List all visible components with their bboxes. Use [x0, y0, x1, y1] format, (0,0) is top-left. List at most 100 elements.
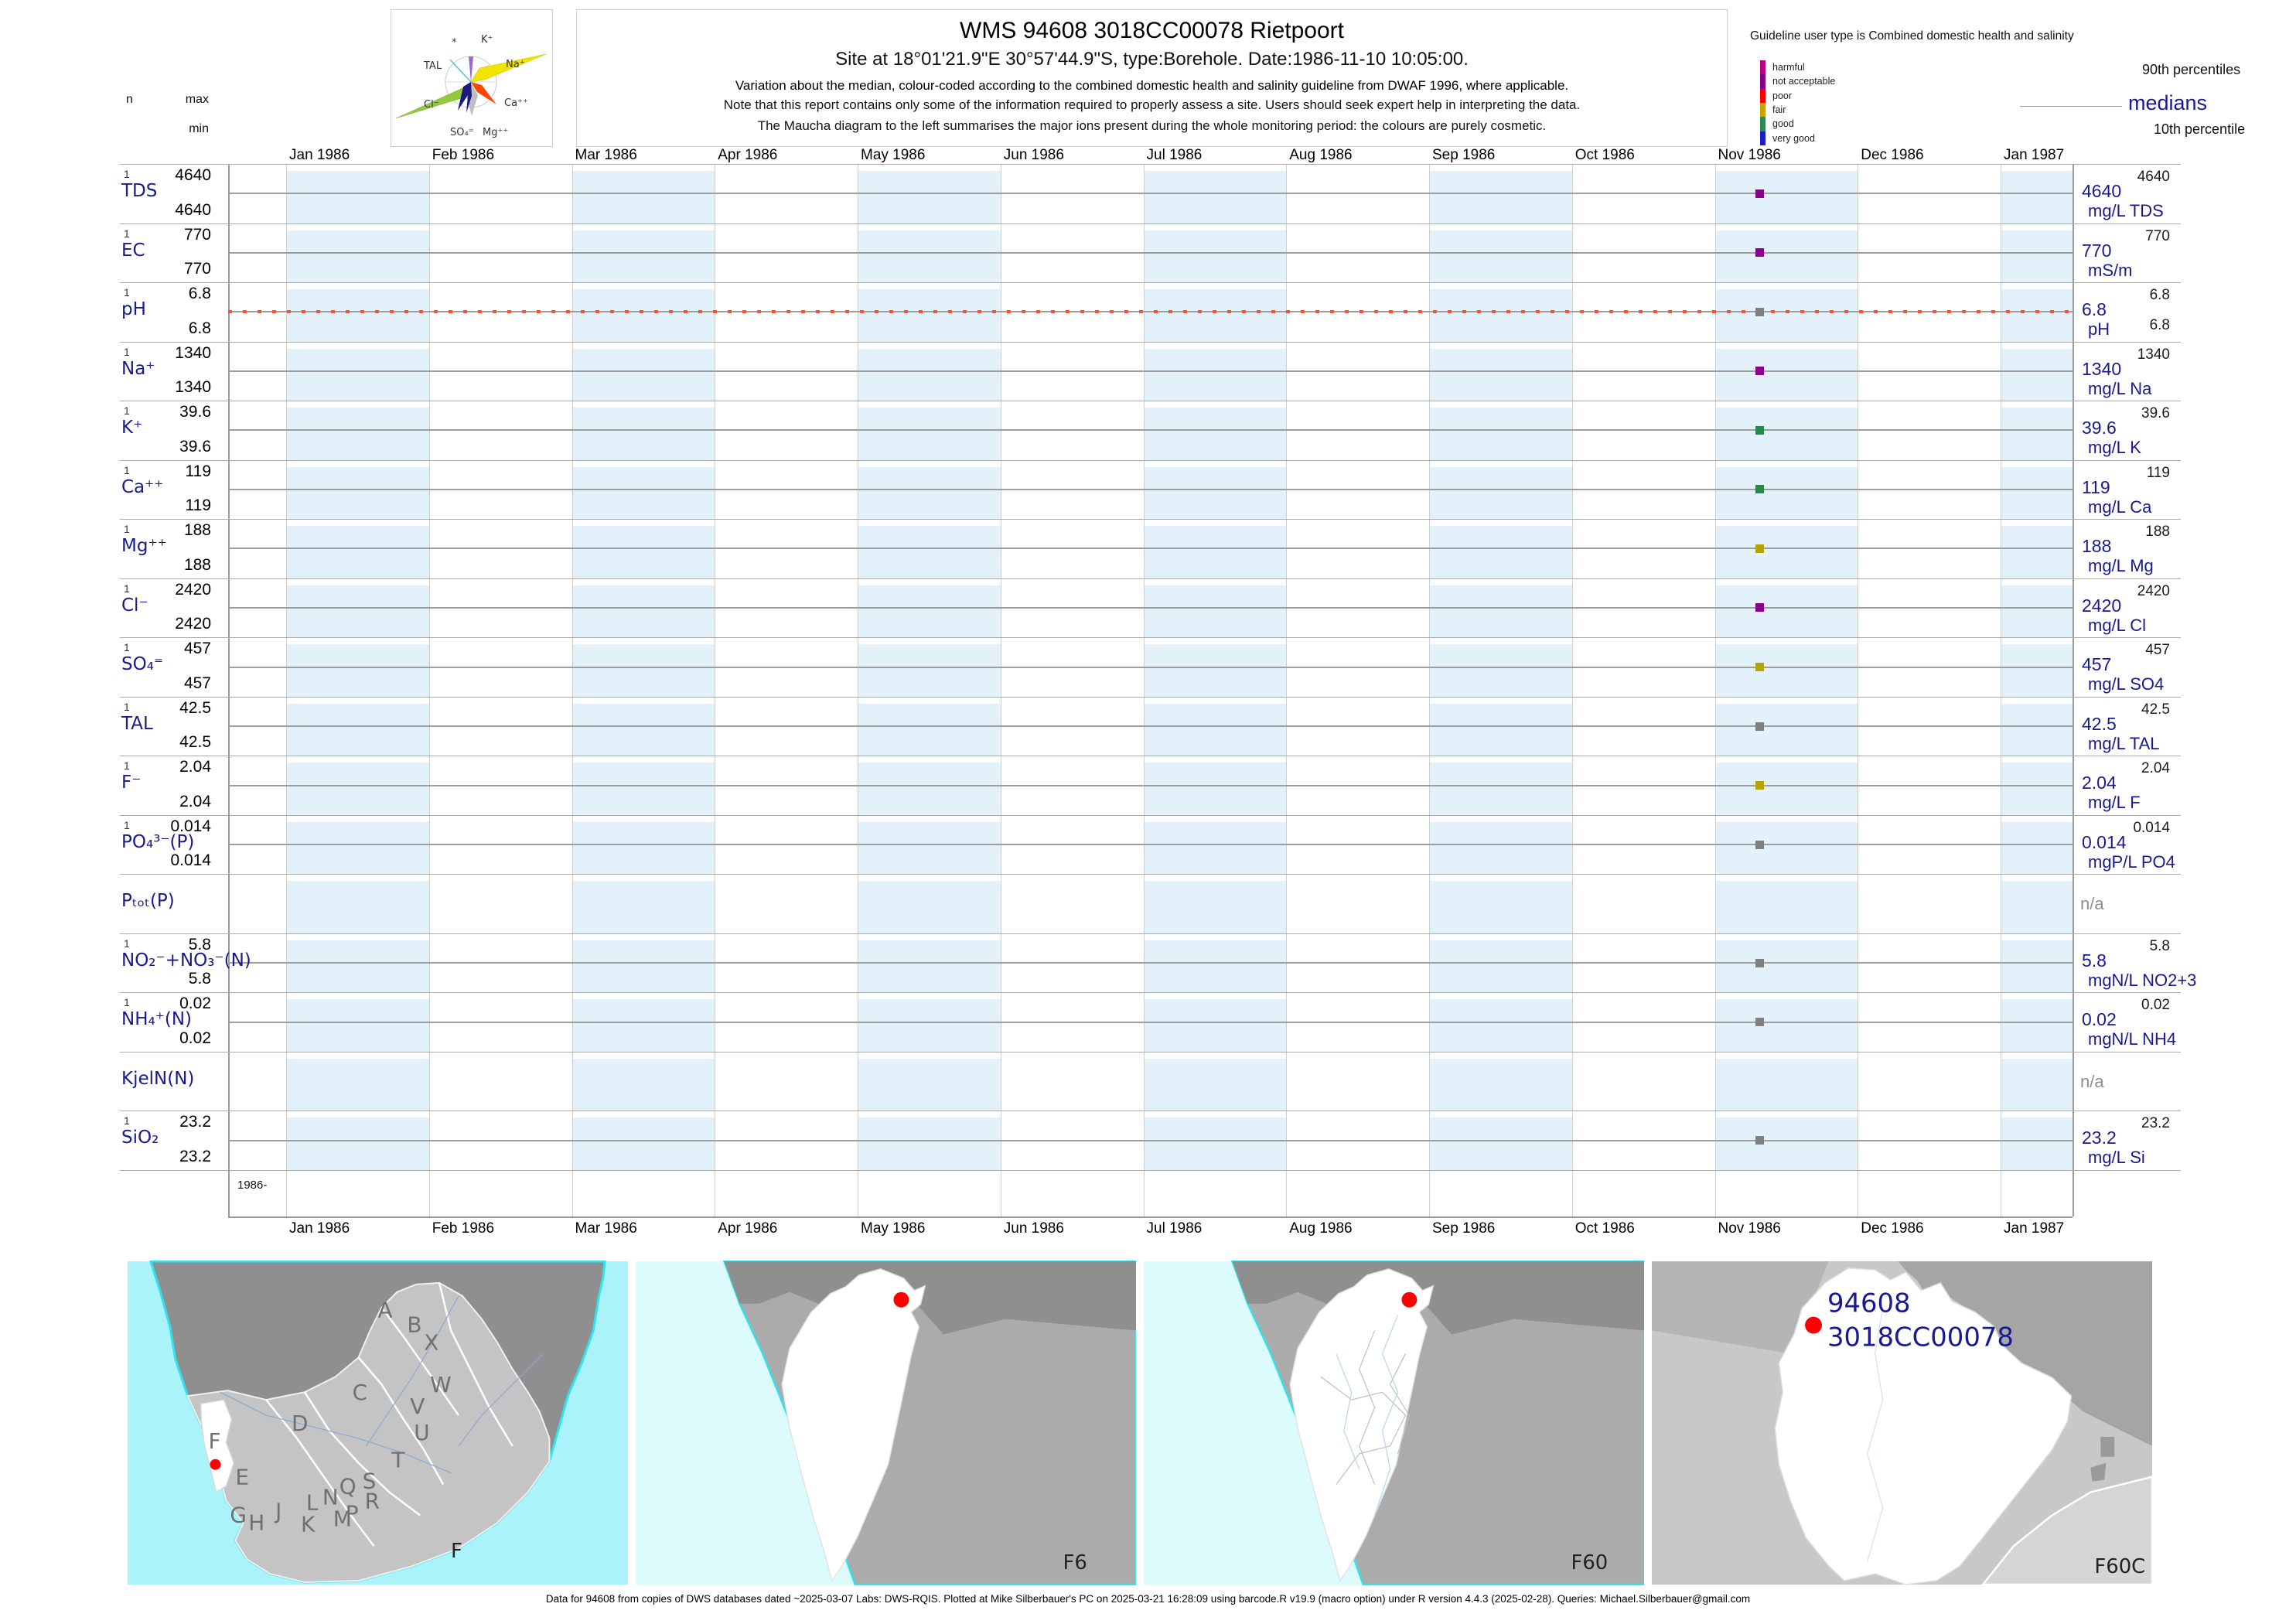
row-90th-percentile: 2.04: [2141, 760, 2170, 777]
month-shading-band: [858, 408, 1001, 460]
land-northeast: [1898, 1261, 2152, 1446]
month-shading-band: [1143, 703, 1287, 756]
row-90th-percentile: 1340: [2137, 346, 2170, 363]
maucha-diagram-box: * K⁺ Na⁺ TAL Ca⁺⁺ Cl⁻ SO₄⁼ Mg⁺⁺: [391, 9, 553, 147]
axis-month-label-bottom: Nov 1986: [1718, 1220, 1781, 1237]
month-shading-band: [1429, 940, 1572, 993]
month-shading-band: [1714, 526, 1858, 578]
row-max-value: 42.5: [179, 698, 211, 717]
internal-boundary: [1320, 1376, 1407, 1485]
axis-month-label-bottom: Aug 1986: [1289, 1220, 1353, 1237]
month-shading-band: [858, 230, 1001, 283]
month-shading-band: [858, 348, 1001, 401]
parameter-name-NH4: NH₄⁺(N): [121, 1009, 193, 1030]
row-median-value: 0.02: [2082, 1009, 2117, 1030]
drainage-region-letter-L: L: [306, 1489, 319, 1515]
row-min-value: 6.8: [188, 319, 211, 337]
month-shading-band: [1429, 1058, 1572, 1111]
guideline-class-label: not acceptable: [1772, 76, 1836, 87]
drainage-boundary: [265, 1399, 375, 1547]
row-median-value: 39.6: [2082, 418, 2117, 438]
month-shading-band: [1143, 821, 1287, 875]
month-shading-band: [1714, 999, 1858, 1052]
maucha-label-mg: Mg⁺⁺: [483, 127, 508, 138]
row-divider: [120, 1051, 2181, 1053]
land-northwest: [1652, 1261, 1829, 1354]
month-shading-band: [571, 466, 715, 520]
parameter-name-TDS: TDS: [121, 181, 158, 201]
month-shading-band: [286, 408, 429, 460]
note-expert-help: Note that this report contains only some…: [723, 97, 1581, 112]
row-n-count: 1: [124, 523, 130, 536]
axis-month-label-top: Feb 1986: [432, 147, 495, 163]
row-divider: [120, 874, 2181, 875]
data-point-TDS: [1755, 189, 1764, 198]
month-shading-band: [858, 763, 1001, 815]
parameter-name-TAL: TAL: [121, 713, 153, 734]
drainage-region-letter-F: F: [209, 1428, 221, 1454]
median-line: [228, 548, 2073, 550]
axis-month-label-bottom: Sep 1986: [1432, 1220, 1496, 1237]
site-subtitle: Site at 18°01'21.9"E 30°57'44.9"S, type:…: [835, 49, 1469, 70]
row-median-value: 457: [2082, 654, 2112, 675]
row-median-value: 5.8: [2082, 950, 2107, 971]
row-divider: [120, 814, 2181, 816]
row-median-value: 119: [2082, 476, 2110, 497]
maucha-so4-wedge: [458, 82, 472, 113]
row-n-count: 1: [124, 582, 130, 595]
row-divider: [120, 341, 2181, 343]
drainage-boundary: [303, 1391, 421, 1517]
row-unit: mg/L SO4: [2088, 674, 2165, 694]
month-shading-band: [1429, 644, 1572, 697]
drainage-region-letter-E: E: [235, 1465, 249, 1490]
axis-month-label-bottom: Dec 1986: [1861, 1220, 1924, 1237]
row-n-count: 1: [124, 759, 130, 773]
axis-month-label-bottom: Jun 1986: [1003, 1220, 1064, 1237]
guideline-class-label: fair: [1772, 104, 1786, 115]
row-unit: mS/m: [2088, 260, 2133, 280]
month-shading-band: [286, 289, 429, 342]
month-shading-band: [2001, 585, 2073, 638]
month-shading-band: [286, 703, 429, 756]
month-shading-band: [1714, 289, 1858, 342]
row-max-value: 0.014: [170, 817, 211, 835]
month-shading-band: [286, 644, 429, 697]
drainage-region-letter-G: G: [230, 1502, 247, 1527]
month-shading-band: [2001, 466, 2073, 520]
month-shading-band: [1143, 289, 1287, 342]
data-point-NH4: [1755, 1018, 1764, 1027]
drainage-region-letter-W: W: [430, 1372, 452, 1397]
median-line: [228, 844, 2073, 846]
town-marker: [2100, 1436, 2115, 1457]
month-shading-band: [1714, 821, 1858, 875]
axis-month-label-top: Jan 1986: [289, 147, 350, 163]
axis-month-label-top: Nov 1986: [1718, 147, 1781, 163]
row-max-value: 23.2: [179, 1113, 211, 1131]
drainage-region-letter-N: N: [322, 1485, 339, 1510]
month-shading-band: [1429, 289, 1572, 342]
guideline-class-label: good: [1772, 118, 1794, 130]
month-shading-band: [2001, 881, 2073, 933]
data-point-Na: [1755, 367, 1764, 376]
month-shading-band: [1714, 171, 1858, 223]
row-min-value: 457: [183, 674, 211, 692]
row-divider: [120, 519, 2181, 520]
report-title: WMS 94608 3018CC00078 Rietpoort: [960, 18, 1344, 43]
axis-month-label-bottom: May 1986: [861, 1220, 926, 1237]
maucha-label-k: K⁺: [481, 34, 493, 46]
month-shading-band: [1429, 703, 1572, 756]
row-90th-percentile: 457: [2145, 642, 2170, 659]
footer-provenance-text: Data for 94608 from copies of DWS databa…: [545, 1593, 1751, 1605]
maucha-na-wedge: [470, 53, 547, 83]
median-line: [228, 1021, 2073, 1023]
month-shading-band: [2001, 348, 2073, 401]
guideline-class-label: poor: [1772, 90, 1793, 101]
data-point-K: [1755, 425, 1764, 435]
month-shading-band: [571, 585, 715, 638]
month-shading-band: [858, 881, 1001, 933]
month-shading-band: [1143, 171, 1287, 223]
month-shading-band: [571, 289, 715, 342]
